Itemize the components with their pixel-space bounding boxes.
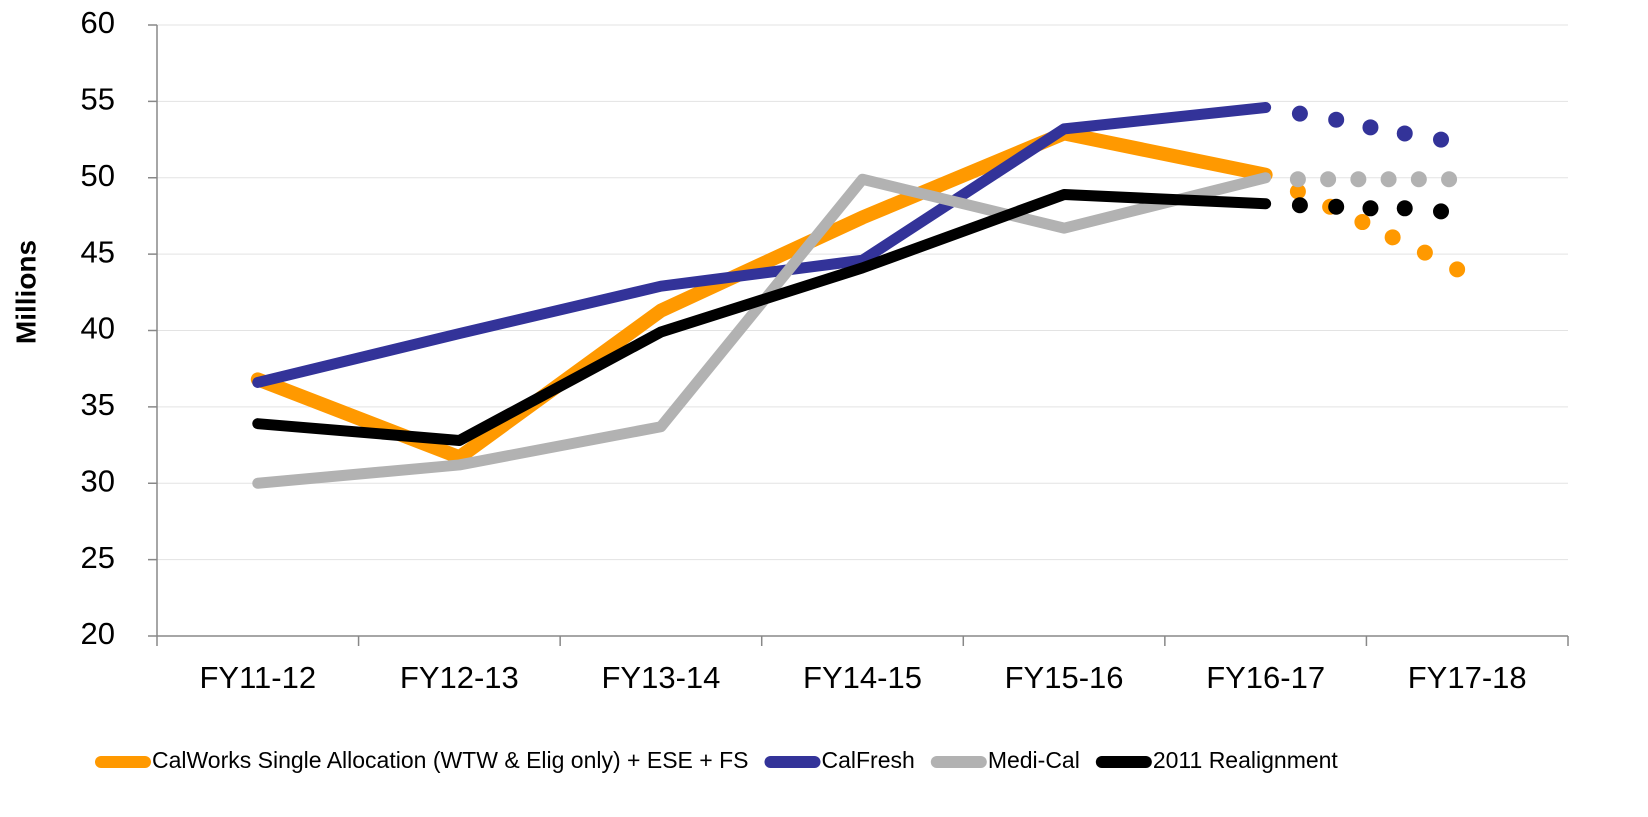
y-axis-label: Millions xyxy=(10,240,41,344)
projection-dot xyxy=(1416,244,1433,261)
projection-dot xyxy=(1441,171,1458,188)
x-tick-label: FY15-16 xyxy=(1005,660,1124,695)
projection-dot xyxy=(1291,105,1308,122)
y-tick-label: 25 xyxy=(81,540,115,575)
y-tick-label: 20 xyxy=(81,616,115,651)
x-tick-label: FY17-18 xyxy=(1408,660,1527,695)
legend-label: CalWorks Single Allocation (WTW & Elig o… xyxy=(152,747,749,773)
x-tick-label: FY13-14 xyxy=(601,660,720,695)
projection-dot xyxy=(1410,171,1427,188)
x-tick-label: FY14-15 xyxy=(803,660,922,695)
projection-dot xyxy=(1433,131,1450,148)
y-tick-label: 60 xyxy=(81,5,115,40)
y-tick-label: 40 xyxy=(81,311,115,346)
projection-dot xyxy=(1291,197,1308,214)
projection-dot xyxy=(1396,125,1413,142)
projection-dot xyxy=(1328,111,1345,128)
y-tick-label: 55 xyxy=(81,82,115,117)
projection-dot xyxy=(1354,214,1371,231)
legend-label: 2011 Realignment xyxy=(1153,747,1339,773)
x-tick-label: FY12-13 xyxy=(400,660,519,695)
series-line xyxy=(250,126,1273,465)
projection-dot xyxy=(1433,203,1450,220)
projection-dot xyxy=(1396,200,1413,217)
y-tick-label: 45 xyxy=(81,234,115,269)
legend-label: CalFresh xyxy=(822,747,915,773)
series-line xyxy=(252,101,1272,388)
projection-dot xyxy=(1289,183,1306,200)
projection-dot xyxy=(1380,171,1397,188)
projection-dot xyxy=(1362,200,1379,217)
projection-dot xyxy=(1350,171,1367,188)
y-tick-label: 50 xyxy=(81,158,115,193)
series-line xyxy=(252,189,1272,446)
y-tick-label: 30 xyxy=(81,463,115,498)
projection-dot xyxy=(1328,198,1345,215)
projection-dot xyxy=(1449,261,1466,278)
projection-dot xyxy=(1362,119,1379,136)
projection-dot xyxy=(1289,171,1306,188)
x-tick-label: FY16-17 xyxy=(1206,660,1325,695)
projection-dot xyxy=(1384,229,1401,246)
projection-dot xyxy=(1320,171,1337,188)
x-tick-label: FY11-12 xyxy=(199,660,316,695)
y-tick-label: 35 xyxy=(81,387,115,422)
legend-label: Medi-Cal xyxy=(988,747,1080,773)
